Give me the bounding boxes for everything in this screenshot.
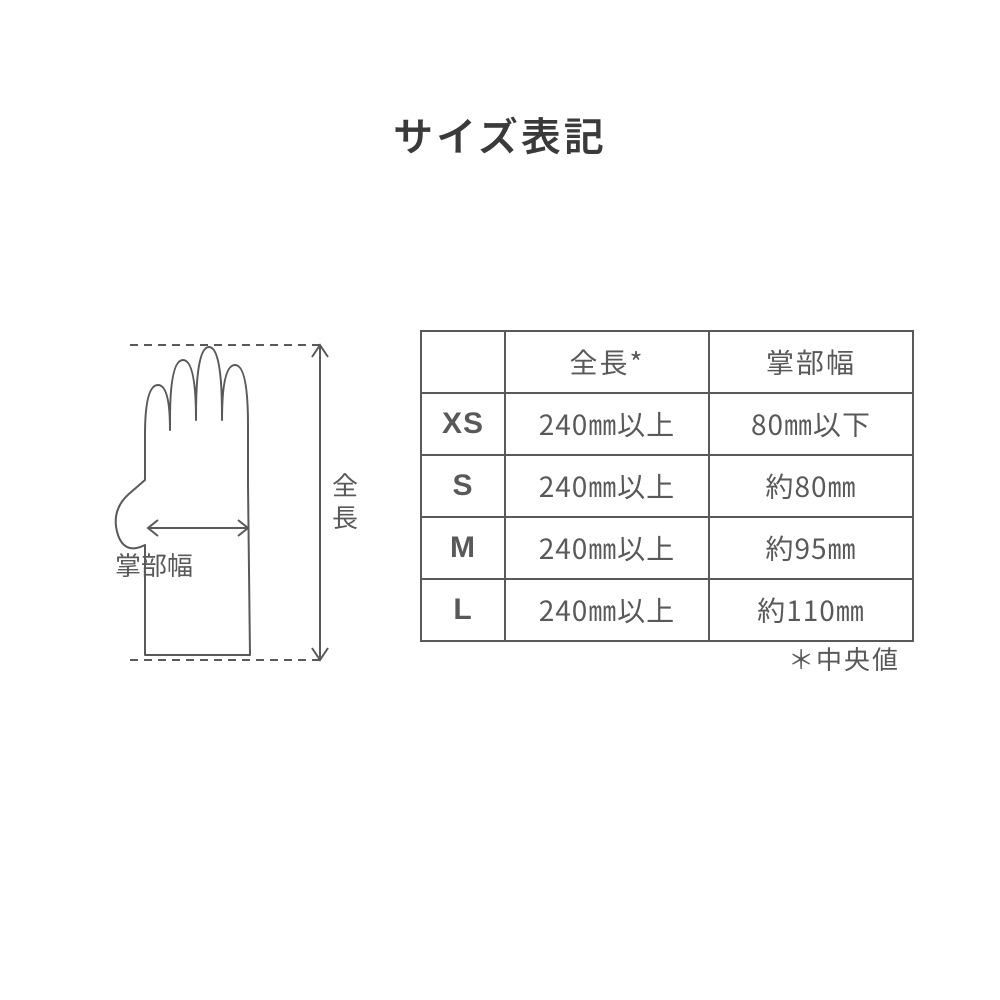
length-cell: 240㎜以上 (505, 455, 709, 517)
length-arrow (312, 345, 328, 660)
size-label: M (421, 517, 505, 579)
palm-cell: 約80㎜ (709, 455, 913, 517)
header-length: 全長* (505, 331, 709, 393)
palm-cell: 80㎜以下 (709, 393, 913, 455)
hand-diagram: 掌部幅 全 長 (90, 325, 340, 685)
size-table: 全長* 掌部幅 XS 240㎜以上 80㎜以下 S 240㎜以上 約80㎜ M … (420, 330, 914, 642)
table-row: XS 240㎜以上 80㎜以下 (421, 393, 913, 455)
header-blank (421, 331, 505, 393)
palm-width-label: 掌部幅 (115, 546, 193, 583)
length-cell: 240㎜以上 (505, 393, 709, 455)
palm-width-arrow (148, 520, 248, 536)
hand-svg: 掌部幅 全 長 (90, 325, 390, 705)
table-row: S 240㎜以上 約80㎜ (421, 455, 913, 517)
page: サイズ表記 掌部幅 全 長 (0, 0, 1000, 1000)
table-header-row: 全長* 掌部幅 (421, 331, 913, 393)
page-title: サイズ表記 (0, 105, 1000, 163)
table-row: L 240㎜以上 約110㎜ (421, 579, 913, 641)
size-label: L (421, 579, 505, 641)
length-cell: 240㎜以上 (505, 517, 709, 579)
palm-cell: 約95㎜ (709, 517, 913, 579)
length-cell: 240㎜以上 (505, 579, 709, 641)
length-label-bottom: 長 (332, 498, 358, 535)
table-row: M 240㎜以上 約95㎜ (421, 517, 913, 579)
size-label: S (421, 455, 505, 517)
palm-cell: 約110㎜ (709, 579, 913, 641)
header-palm: 掌部幅 (709, 331, 913, 393)
size-label: XS (421, 393, 505, 455)
table-footnote: ＊中央値 (420, 640, 900, 677)
